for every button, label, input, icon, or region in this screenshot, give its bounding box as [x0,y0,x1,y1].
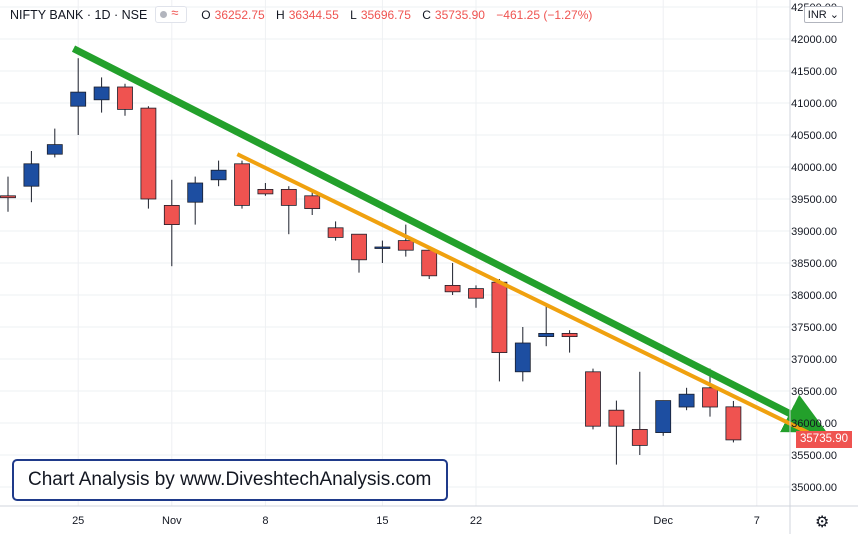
close-label: C [422,7,431,22]
y-tick-label: 35000.00 [791,482,837,494]
candle-body [257,188,274,195]
candle-body [304,195,321,210]
watermark-text: Chart Analysis by www.DiveshtechAnalysis… [28,469,432,490]
open-value: 36252.75 [214,7,265,22]
candle-body [117,86,133,110]
y-tick-label: 37500.00 [791,322,837,334]
symbol-title[interactable]: NIFTY BANK · 1D · NSE [10,7,148,22]
currency-selector[interactable]: INR ⌄ [803,6,843,23]
visibility-dot-icon [160,11,168,18]
candle-body [585,371,601,427]
ohlc-values: O 36252.75 H 36344.55 L 35696.75 C 35735.90 … [201,8,596,22]
candle-body [538,332,555,337]
candle-body [444,284,461,293]
candle-body [23,163,40,187]
candle-body [327,227,344,238]
trendlines [71,45,827,435]
trendline-orange [236,152,810,435]
low-label: L [350,7,357,22]
open-label: O [201,7,211,22]
close-value: 35735.90 [434,7,485,22]
x-tick-label: 8 [262,515,268,527]
chevron-down-icon: ⌄ [829,9,839,21]
y-tick-label: 39500.00 [791,194,837,206]
candle-body [561,332,578,337]
x-tick-label: 22 [470,515,482,527]
y-tick-label: 36500.00 [791,386,837,398]
candle-body [608,409,625,427]
y-tick-label: 41000.00 [791,98,837,110]
gear-icon[interactable]: ⚙ [815,514,830,531]
y-tick-label: 38500.00 [791,258,837,270]
candle-body [280,188,297,206]
indicator-toggle-button[interactable]: ≈ [155,5,188,23]
x-axis: 25 Nov 8 15 22 Dec 7 [0,505,858,527]
chart-grid [0,0,790,506]
currency-label: INR [807,9,827,21]
x-tick-label: Nov [162,515,182,527]
y-tick-label: 40000.00 [791,162,837,174]
low-value: 35696.75 [360,7,411,22]
candle-body [351,233,367,261]
candle-body [374,246,391,249]
candle-body [140,107,157,200]
high-label: H [276,7,285,22]
chart-header: NIFTY BANK · 1D · NSE ≈ O 36252.75 H 36344… [10,5,596,23]
y-axis: 35000.00 35500.00 36000.00 36500.00 37000.00… [789,0,837,534]
y-tick-label: 41500.00 [791,66,837,78]
candle-body [163,204,180,225]
x-tick-label: 15 [376,515,388,527]
y-tick-label: 42000.00 [791,34,837,46]
y-tick-label: 40500.00 [791,130,837,142]
y-tick-label: 39000.00 [791,226,837,238]
candle-body [397,240,414,251]
trendline-green [71,45,827,433]
high-value: 36344.55 [288,7,339,22]
x-tick-label: Dec [653,515,673,527]
y-tick-label: 38000.00 [791,290,837,302]
watermark-box: Chart Analysis by www.DiveshtechAnalysis… [12,459,448,501]
y-tick-label: 35500.00 [791,450,837,462]
candle-body [631,428,648,446]
candle-body [46,144,63,155]
candle-body [468,288,484,299]
candle-body [678,393,695,408]
last-price-tag: 35735.90 [796,431,852,448]
candle-body [421,249,438,277]
candle-body [187,182,204,203]
candle-body [655,400,672,434]
change-value: −461.25 (−1.27%) [496,7,593,22]
candle-body [0,195,16,199]
candle-body [93,86,110,101]
candle-body [702,387,718,408]
candle-series [0,58,742,465]
x-tick-label: 7 [754,515,760,527]
candle-body [514,342,531,373]
candle-body [234,163,250,206]
wave-icon: ≈ [171,5,179,20]
x-tick-label: 25 [72,515,84,527]
candle-body [70,91,87,107]
y-tick-label: 37000.00 [791,354,837,366]
candle-body [725,406,742,441]
candle-body [210,169,227,181]
candle-body [491,281,508,354]
y-tick-label: 36000.00 [791,418,837,430]
